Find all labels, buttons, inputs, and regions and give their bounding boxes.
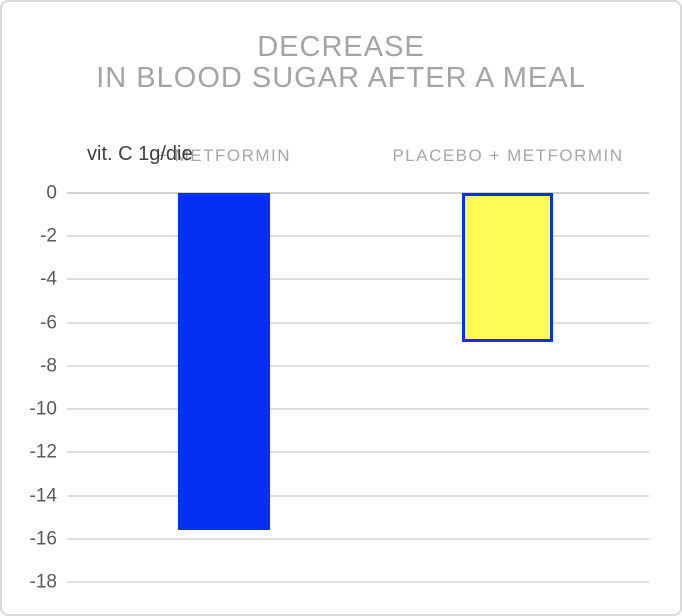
y-tick-label--4: -4	[40, 268, 57, 290]
y-tick-label--14: -14	[29, 485, 57, 507]
gridline-0	[67, 192, 649, 194]
bar-1-placebo-metformin	[462, 193, 553, 342]
y-tick-label--8: -8	[40, 355, 57, 377]
y-tick-label--18: -18	[29, 571, 57, 593]
y-tick-label-0: 0	[46, 182, 57, 204]
y-tick-label--12: -12	[29, 441, 57, 463]
annotation-vitc-dose: vit. C 1g/die	[87, 143, 193, 165]
y-tick-label--16: -16	[29, 528, 57, 550]
chart-title: DECREASE IN BLOOD SUGAR AFTER A MEAL	[2, 32, 680, 94]
category-label-vitc-metformin: + METFORMIN	[156, 146, 292, 165]
gridline--12	[67, 451, 649, 454]
gridline--16	[67, 537, 649, 540]
gridline--10	[67, 408, 649, 411]
category-label-placebo-metformin: PLACEBO + METFORMIN	[392, 146, 624, 165]
gridline--14	[67, 494, 649, 497]
gridline--18	[67, 580, 649, 583]
gridline--2	[67, 235, 649, 238]
bar-0-vit-c-1g-die-metformin	[178, 193, 270, 530]
y-tick-label--6: -6	[40, 312, 57, 334]
y-tick-label--2: -2	[40, 225, 57, 247]
chart-title-line2: IN BLOOD SUGAR AFTER A MEAL	[96, 62, 586, 94]
gridline--8	[67, 364, 649, 367]
y-tick-label--10: -10	[29, 398, 57, 420]
gridline--4	[67, 278, 649, 281]
chart-title-line1: DECREASE	[257, 31, 425, 63]
gridline--6	[67, 321, 649, 324]
